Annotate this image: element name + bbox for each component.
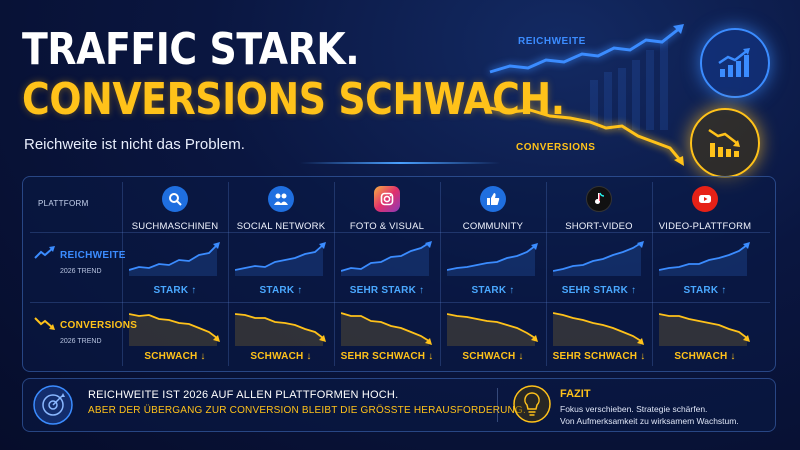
footer-divider bbox=[497, 388, 498, 422]
row-divider bbox=[30, 302, 770, 303]
platform-name: FOTO & VISUAL bbox=[349, 221, 425, 232]
subtitle: Reichweite ist nicht das Problem. bbox=[24, 136, 245, 153]
conversions-verdict: SEHR SCHWACH ↓ bbox=[340, 351, 434, 362]
conversions-sparkline bbox=[447, 313, 538, 346]
fazit-line-2: Von Aufmerksamkeit zu wirksamem Wachstum… bbox=[560, 416, 739, 426]
conversions-sparkline bbox=[235, 313, 326, 346]
target-icon bbox=[33, 385, 73, 425]
column-divider bbox=[546, 182, 547, 366]
platform-header-label: PLATTFORM bbox=[38, 199, 89, 208]
headline-line-2: CONVERSIONS SCHWACH. bbox=[22, 74, 565, 125]
platform-name: SOCIAL NETWORK bbox=[236, 221, 326, 232]
reach-verdict: STARK ↑ bbox=[683, 285, 727, 296]
trend-up-icon bbox=[34, 246, 55, 259]
platform-table bbox=[22, 176, 776, 372]
hero-conversions-arrowhead bbox=[674, 156, 684, 166]
conversions-verdict: SCHWACH ↓ bbox=[462, 351, 524, 362]
reach-verdict: STARK ↑ bbox=[259, 285, 303, 296]
platform-column-short-video: SHORT-VIDEO bbox=[546, 186, 652, 232]
platform-name: VIDEO-PLATTFORM bbox=[658, 221, 752, 232]
reach-sparkline bbox=[235, 242, 326, 276]
conversions-sparkline bbox=[341, 312, 432, 346]
column-divider bbox=[228, 182, 229, 366]
reach-sparkline bbox=[129, 242, 220, 276]
platform-name: SUCHMASCHINEN bbox=[131, 221, 219, 232]
hero-reach-arrowhead bbox=[673, 24, 684, 34]
summary-footer bbox=[22, 378, 776, 432]
fazit-title: FAZIT bbox=[560, 388, 591, 400]
conversions-verdict: SCHWACH ↓ bbox=[674, 351, 736, 362]
music-note-icon bbox=[586, 186, 612, 212]
conversions-sparkline bbox=[129, 313, 220, 346]
conversions-sparkline bbox=[553, 312, 644, 346]
lightbulb-icon bbox=[513, 385, 551, 423]
play-icon bbox=[692, 186, 718, 212]
reach-verdict: STARK ↑ bbox=[153, 285, 197, 296]
row-subtitle-reach: 2026 TREND bbox=[60, 268, 102, 275]
reach-verdict: SEHR STARK ↑ bbox=[561, 285, 637, 296]
conversions-verdict: SEHR SCHWACH ↓ bbox=[552, 351, 646, 362]
row-title-reach: REICHWEITE bbox=[60, 250, 126, 261]
trend-down-icon bbox=[34, 317, 55, 330]
platform-column-community: COMMUNITY bbox=[440, 186, 546, 232]
platform-column-social: SOCIAL NETWORK bbox=[228, 186, 334, 232]
reach-sparkline bbox=[447, 243, 538, 276]
row-divider bbox=[30, 232, 770, 233]
conversions-sparkline bbox=[659, 313, 750, 346]
row-subtitle-conversions: 2026 TREND bbox=[60, 338, 102, 345]
hero-conversions-label: CONVERSIONS bbox=[516, 142, 596, 153]
hero-conversions-line bbox=[489, 106, 682, 161]
camera-icon bbox=[374, 186, 400, 212]
footer-challenge: ABER DER ÜBERGANG ZUR CONVERSION BLEIBT … bbox=[88, 405, 526, 416]
hero-trend-graphic bbox=[489, 24, 684, 166]
reach-sparkline bbox=[659, 242, 750, 276]
column-divider bbox=[440, 182, 441, 366]
thumbs-up-icon bbox=[480, 186, 506, 212]
reach-sparkline bbox=[553, 241, 644, 276]
row-title-conversions: CONVERSIONS bbox=[60, 320, 138, 331]
column-divider bbox=[122, 182, 123, 366]
platform-column-video: VIDEO-PLATTFORM bbox=[652, 186, 758, 232]
search-icon bbox=[162, 186, 188, 212]
platform-column-search: SUCHMASCHINEN bbox=[122, 186, 228, 232]
platform-name: COMMUNITY bbox=[462, 221, 524, 232]
platform-column-photo: FOTO & VISUAL bbox=[334, 186, 440, 232]
conversions-verdict: SCHWACH ↓ bbox=[250, 351, 312, 362]
column-divider bbox=[334, 182, 335, 366]
footer-statement: REICHWEITE IST 2026 AUF ALLEN PLATTFORME… bbox=[88, 389, 399, 401]
conversions-verdict: SCHWACH ↓ bbox=[144, 351, 206, 362]
column-divider bbox=[652, 182, 653, 366]
reach-verdict: STARK ↑ bbox=[471, 285, 515, 296]
headline-line-1: TRAFFIC STARK. bbox=[22, 24, 360, 75]
reach-verdict: SEHR STARK ↑ bbox=[349, 285, 425, 296]
trend-down-icon bbox=[690, 108, 760, 178]
platform-name: SHORT-VIDEO bbox=[565, 221, 633, 232]
fazit-line-1: Fokus verschieben. Strategie schärfen. bbox=[560, 404, 708, 414]
reach-sparkline bbox=[341, 241, 432, 276]
trend-up-icon bbox=[700, 28, 770, 98]
glow-divider bbox=[300, 162, 500, 164]
hero-reach-label: REICHWEITE bbox=[518, 36, 586, 47]
people-icon bbox=[268, 186, 294, 212]
hero-reach-line bbox=[489, 26, 681, 74]
